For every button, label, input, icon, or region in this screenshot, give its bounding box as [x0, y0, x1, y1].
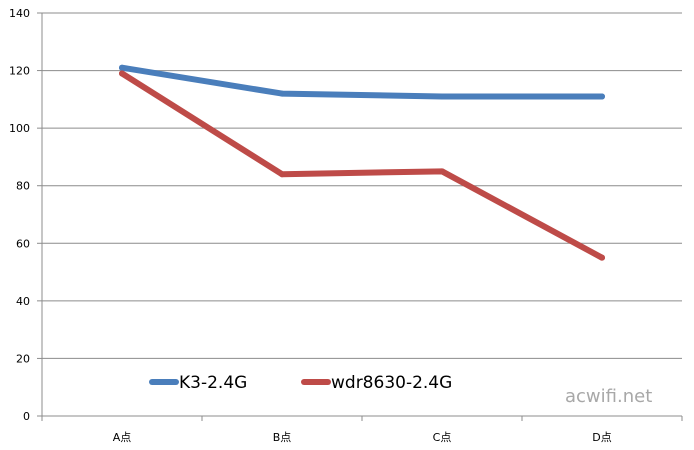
y-tick-label: 100	[9, 122, 30, 135]
y-tick-label: 0	[23, 410, 30, 423]
y-axis-ticks: 0 20 40 60 80 100 120 140	[9, 7, 30, 423]
x-tick-label: C点	[433, 431, 452, 444]
x-axis	[37, 12, 683, 421]
y-tick-label: 120	[9, 65, 30, 78]
series-line-0	[119, 64, 605, 100]
gridlines	[42, 12, 682, 359]
x-axis-ticks: A点 B点 C点 D点	[113, 431, 612, 444]
y-tick-label: 140	[9, 7, 30, 20]
watermark: acwifi.net	[565, 386, 653, 407]
legend: K3-2.4G wdr8630-2.4G	[149, 373, 452, 393]
x-tick-label: D点	[592, 431, 611, 444]
series-lines	[119, 64, 605, 261]
legend-label-0: K3-2.4G	[179, 373, 247, 393]
legend-label-1: wdr8630-2.4G	[331, 373, 452, 393]
series-line-1	[119, 70, 605, 261]
data-point	[119, 64, 125, 71]
y-tick-label: 20	[16, 352, 30, 365]
data-point	[279, 90, 285, 97]
data-point	[599, 254, 605, 261]
data-point	[439, 168, 445, 175]
x-tick-label: B点	[273, 431, 292, 444]
y-tick-label: 80	[16, 180, 30, 193]
data-point	[279, 171, 285, 178]
y-tick-label: 40	[16, 295, 30, 308]
data-point	[599, 93, 605, 100]
data-point	[439, 93, 445, 100]
x-tick-label: A点	[113, 431, 132, 444]
y-tick-label: 60	[16, 237, 30, 250]
data-point	[119, 70, 125, 77]
